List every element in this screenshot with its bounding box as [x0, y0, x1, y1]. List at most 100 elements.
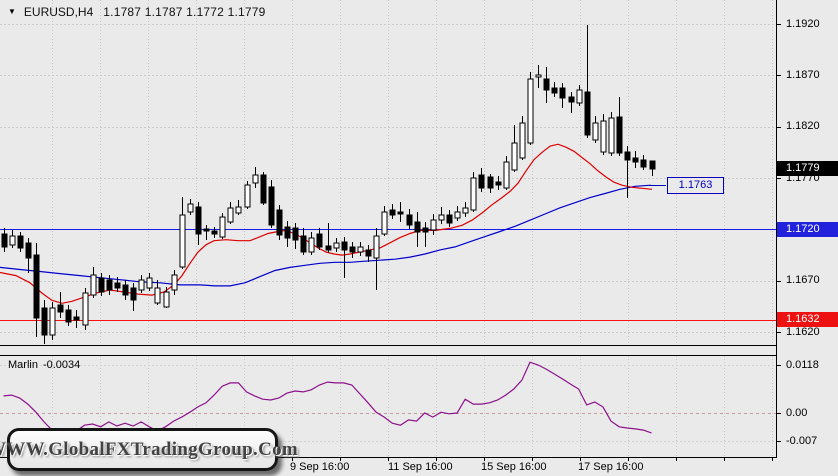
candlestick [333, 242, 340, 249]
candlestick [98, 277, 105, 293]
candlestick [616, 116, 623, 154]
candlestick [527, 78, 534, 144]
candlestick [632, 157, 639, 163]
candlestick [349, 246, 356, 253]
time-tick-mark [580, 458, 581, 461]
time-tick-mark [628, 458, 629, 461]
time-tick-mark [724, 458, 725, 461]
candlestick [284, 226, 291, 239]
time-tick-mark [532, 458, 533, 461]
candlestick [389, 209, 396, 216]
candlestick [478, 174, 485, 189]
candlestick [600, 120, 607, 153]
candlestick [187, 203, 194, 213]
candlestick [146, 277, 153, 289]
candlestick [454, 211, 461, 219]
price-tick-mark [776, 127, 781, 128]
price-tick-mark [776, 24, 781, 25]
candlestick [171, 274, 178, 291]
time-tick-mark [772, 458, 773, 461]
candlestick [503, 161, 510, 189]
candlestick [397, 211, 404, 215]
price-tick-label: 1.1920 [786, 17, 820, 30]
candlestick [511, 142, 518, 171]
candlestick [219, 216, 226, 238]
candlestick [422, 227, 429, 233]
candlestick [260, 174, 267, 204]
candlestick [292, 227, 299, 241]
candlestick [82, 292, 89, 326]
indicator-panel-bottom-border [0, 457, 776, 458]
candlestick [276, 209, 283, 236]
candlestick [357, 246, 364, 253]
candlestick [640, 159, 647, 168]
time-axis-label: 11 Sep 16:00 [388, 461, 453, 473]
candlestick [325, 245, 332, 251]
indicator-title: Marlin -0.0034 [8, 359, 80, 371]
indicator-panel-top-border [0, 355, 776, 356]
candlestick [138, 279, 145, 291]
time-tick-mark [484, 458, 485, 461]
candlestick [495, 181, 502, 186]
candlestick [381, 211, 388, 235]
candlestick [33, 254, 40, 319]
main-panel-bottom-border[interactable] [0, 345, 776, 346]
current-price-box: 1.1779 [777, 161, 838, 176]
indicator-tick-mark [776, 441, 781, 442]
candlestick [65, 309, 72, 323]
candlestick [9, 235, 16, 246]
candlestick [559, 87, 566, 99]
candlestick [649, 160, 656, 170]
chart-title: ▼ EURUSD,H4 1.1787 1.1787 1.1772 1.1779 [8, 5, 266, 20]
candlestick [41, 307, 48, 336]
ma-slow-line [0, 184, 652, 287]
ma-price-callout: 1.1763 [667, 177, 724, 194]
indicator-tick-mark [776, 413, 781, 414]
candlestick [568, 96, 575, 103]
candlestick [316, 233, 323, 248]
candlestick [25, 242, 32, 259]
candlestick [73, 316, 80, 321]
ohlc-values-label: 1.1787 1.1787 1.1772 1.1779 [103, 5, 266, 19]
time-tick-mark [388, 458, 389, 461]
candlestick [576, 89, 583, 104]
candlestick [341, 241, 348, 251]
candlestick [227, 207, 234, 223]
candlestick [535, 74, 542, 78]
candlestick [438, 214, 445, 221]
candlestick [584, 91, 591, 136]
indicator-name-label: Marlin [8, 359, 38, 371]
time-tick-mark [340, 458, 341, 461]
time-axis-label: 15 Sep 16:00 [481, 461, 547, 473]
price-axis-separator [776, 0, 777, 458]
candlestick [203, 228, 210, 232]
ma-fast-line [0, 143, 653, 304]
candlestick [608, 117, 615, 154]
candlestick [252, 174, 259, 184]
candlestick [90, 274, 97, 296]
candlestick [154, 287, 161, 304]
time-tick-mark [436, 458, 437, 461]
indicator-tick-label: -0.007 [786, 434, 818, 447]
red-level-price-box: 1.1632 [777, 312, 838, 327]
price-tick-mark [776, 75, 781, 76]
candlestick [365, 249, 372, 257]
candlestick [462, 207, 469, 214]
time-axis-label: 17 Sep 16:00 [578, 461, 644, 473]
blue-level-price-box: 1.1720 [777, 222, 838, 237]
price-tick-label: 1.1670 [786, 274, 820, 287]
watermark: WWW.GlobalFXTradingGroup.Com [0, 428, 298, 471]
candlestick [446, 214, 453, 224]
marlin-indicator-line [3, 361, 652, 438]
candlestick [543, 78, 550, 91]
candlestick [122, 284, 129, 296]
candlestick [373, 235, 380, 259]
candlestick [487, 176, 494, 189]
main-chart-canvas[interactable] [0, 0, 776, 345]
candlestick [551, 87, 558, 94]
candlestick [300, 235, 307, 253]
candlestick [195, 206, 202, 235]
symbol-dropdown-icon[interactable]: ▼ [8, 7, 16, 16]
price-tick-mark [776, 178, 781, 179]
price-tick-mark [776, 332, 781, 333]
